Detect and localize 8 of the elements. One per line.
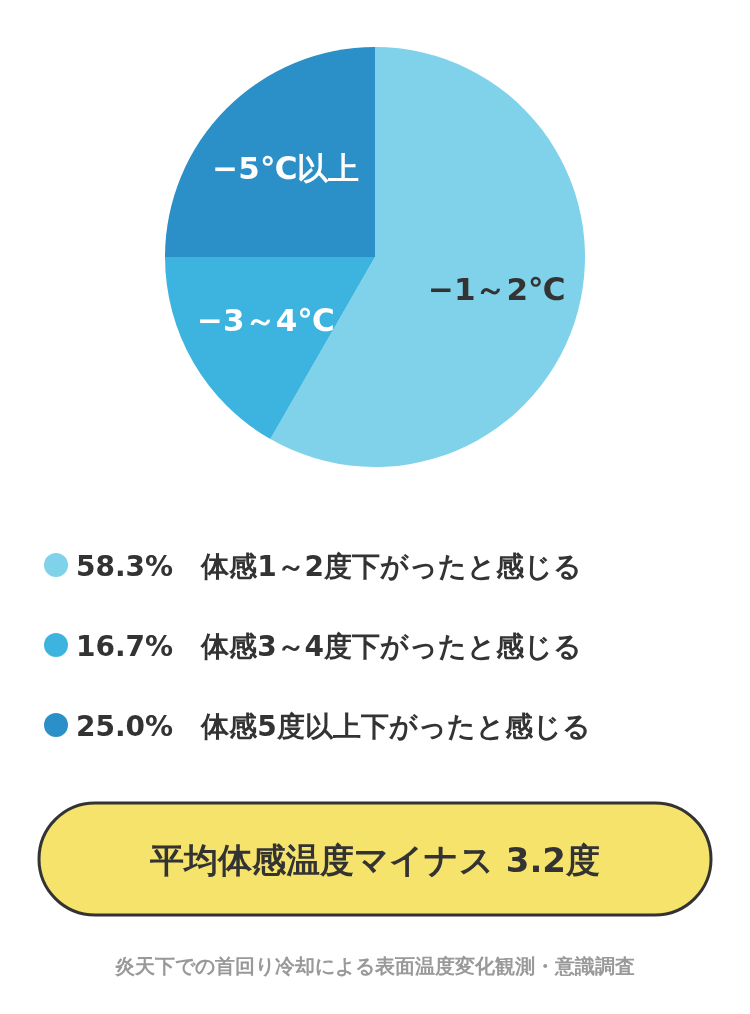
text: 平均体感温度マイナス 3.2度 <box>148 840 601 880</box>
text: 25.0% 体感5度以上下がったと感じる <box>76 710 591 743</box>
text: 58.3% 体感1～2度下がったと感じる <box>76 550 583 583</box>
slice-label: −3～4℃ <box>197 302 335 339</box>
text: 16.7% 体感3～4度下がったと感じる <box>76 630 583 663</box>
slice-label: −1～2℃ <box>427 271 566 308</box>
text: 炎天下での首回り冷却による表面温度変化観測・意識調査 <box>114 954 635 978</box>
slice-label: −5℃以上 <box>212 149 360 186</box>
